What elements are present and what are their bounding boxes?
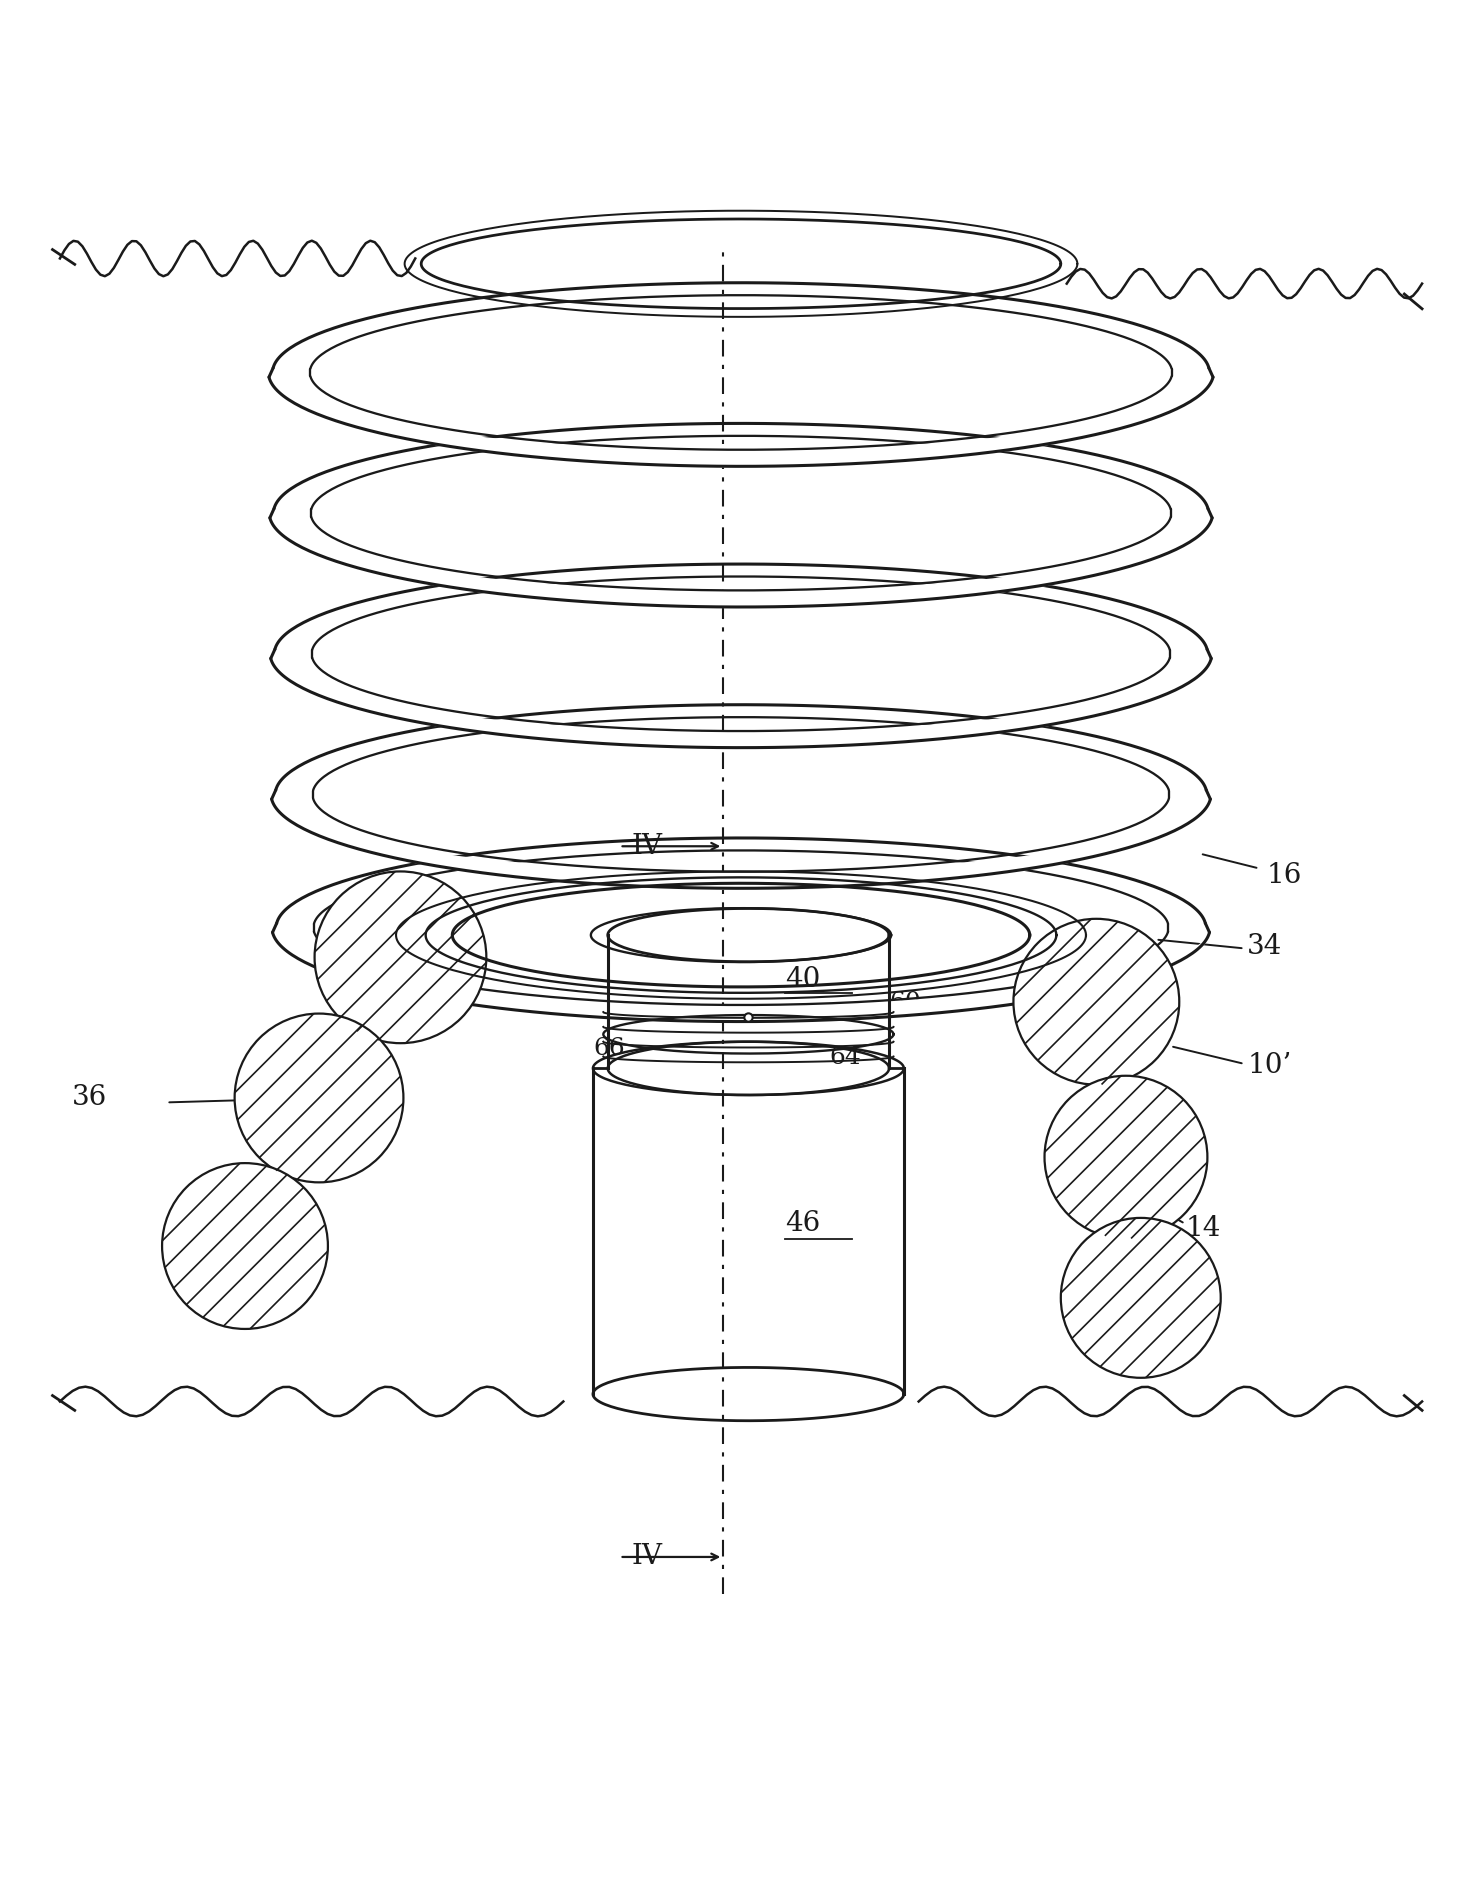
Circle shape: [162, 1163, 328, 1329]
Circle shape: [1045, 1076, 1208, 1238]
Text: 36d: 36d: [1097, 1029, 1140, 1052]
Text: IV: IV: [631, 1544, 662, 1570]
Text: 66: 66: [593, 1037, 625, 1059]
Text: 40: 40: [785, 965, 821, 993]
Text: 16: 16: [1267, 861, 1303, 890]
Text: 14: 14: [1186, 1214, 1221, 1242]
Circle shape: [1061, 1218, 1221, 1378]
Text: 10’: 10’: [1248, 1052, 1292, 1078]
Text: 64: 64: [830, 1046, 861, 1069]
Text: 60: 60: [889, 992, 920, 1014]
Text: IV: IV: [631, 833, 662, 860]
Text: 36: 36: [71, 1084, 107, 1112]
Circle shape: [234, 1014, 403, 1182]
Circle shape: [314, 871, 486, 1042]
Text: 46: 46: [785, 1210, 821, 1237]
Circle shape: [1014, 918, 1180, 1084]
Text: 34: 34: [1248, 933, 1282, 959]
